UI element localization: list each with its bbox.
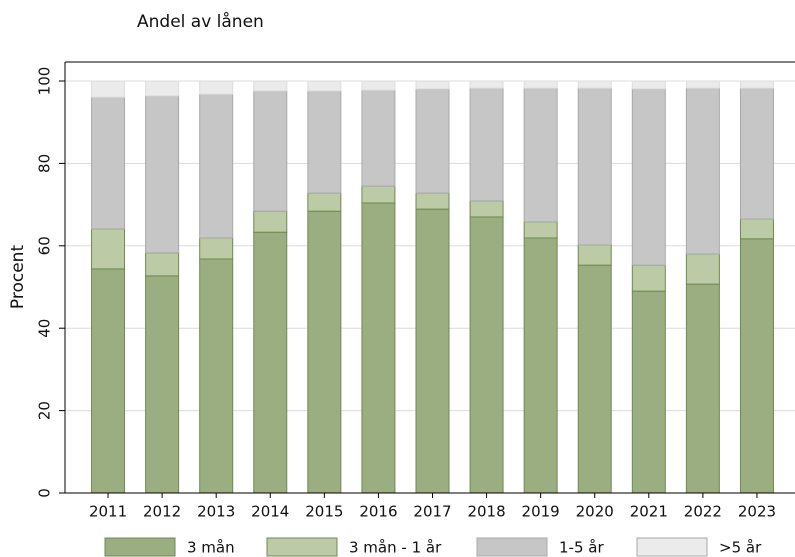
y-tick-label: 40 [36,319,54,338]
x-tick-label: 2023 [738,503,776,521]
bar-segment [577,264,612,494]
bar-segment [253,210,288,233]
legend-label: 3 mån - 1 år [349,539,442,557]
legend-swatch [636,537,708,557]
bar-segment [631,88,666,266]
bar-segment [415,208,450,494]
x-tick-label: 2012 [143,503,181,521]
bar-segment [469,80,504,89]
x-tick-label: 2015 [305,503,343,521]
y-tick-label: 20 [36,401,54,420]
bar-segment [145,95,180,254]
bar-segment [361,80,396,91]
bar-segment [415,192,450,210]
plot-frame [64,62,795,494]
bar-segment [523,87,558,223]
bar-segment [739,218,774,240]
bar-segment [91,228,126,270]
bar-segment [307,90,342,194]
bar-segment [631,80,666,90]
bar-segment [523,221,558,239]
bar-segment [577,87,612,246]
bar-segment [739,80,774,89]
bar-segment [685,283,720,494]
bar-segment [307,192,342,212]
bar-segment [91,96,126,230]
x-tick-label: 2021 [630,503,668,521]
y-axis-label: Procent [8,245,28,310]
bar-segment [199,80,234,95]
bar-segment [91,80,126,98]
bar-segment [523,80,558,89]
bar-segment [199,93,234,239]
legend-label: 1-5 år [559,539,604,557]
bar-segment [199,258,234,494]
bar-segment [361,202,396,494]
bar-segment [307,80,342,92]
bar-segment [685,87,720,255]
bar-segment [415,88,450,194]
x-tick-label: 2020 [576,503,614,521]
x-tick-label: 2022 [684,503,722,521]
bar-segment [145,275,180,494]
y-tick-label: 60 [36,236,54,255]
bar-segment [631,264,666,292]
y-tick-label: 100 [36,67,54,96]
bar-segment [361,185,396,204]
legend-swatch [104,537,176,557]
x-tick-label: 2011 [89,503,127,521]
bar-segment [469,216,504,494]
bar-segment [91,268,126,494]
x-tick-label: 2013 [197,503,235,521]
bar-segment [739,87,774,220]
bar-segment [685,80,720,89]
x-tick-label: 2019 [522,503,560,521]
bar-segment [145,80,180,97]
bar-segment [361,89,396,187]
bar-segment [577,80,612,89]
y-tick-label: 0 [36,488,54,498]
bar-segment [631,290,666,494]
legend-swatch [476,537,548,557]
bar-segment [253,90,288,212]
bar-segment [145,252,180,277]
bar-segment [253,80,288,92]
chart-title: Andel av lånen [137,11,264,32]
bar-segment [469,200,504,218]
x-tick-label: 2014 [251,503,289,521]
bar-segment [577,244,612,266]
y-tick-label: 80 [36,154,54,173]
legend-label: 3 mån [187,539,235,557]
x-tick-label: 2018 [467,503,505,521]
x-tick-label: 2017 [413,503,451,521]
bar-segment [469,87,504,202]
bar-segment [415,80,450,90]
bar-segment [307,210,342,494]
legend-label: >5 år [719,539,762,557]
bar-segment [685,253,720,285]
bar-segment [739,238,774,494]
bar-segment [523,237,558,494]
legend-swatch [266,537,338,557]
bar-segment [253,231,288,494]
x-tick-label: 2016 [359,503,397,521]
bar-segment [199,237,234,260]
